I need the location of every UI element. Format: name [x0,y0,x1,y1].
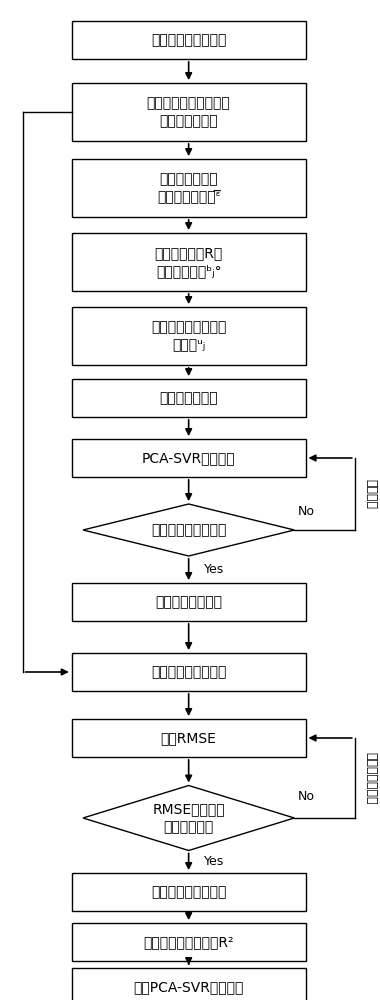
Polygon shape [83,786,294,850]
Bar [72,379,306,417]
Text: 对比预测值与真实值: 对比预测值与真实值 [151,665,226,679]
Bar [72,21,306,59]
Text: 增加主成分个数: 增加主成分个数 [364,752,377,804]
Text: 计算此时的决定系数R²: 计算此时的决定系数R² [143,935,234,949]
Text: RMSE明显下降
且趋于平缓？: RMSE明显下降 且趋于平缓？ [152,802,225,834]
Bar [72,653,306,691]
Text: 光谱数据标准化
计算标准化矩阵ᵋ̅: 光谱数据标准化 计算标准化矩阵ᵋ̅ [157,172,220,204]
Bar [72,307,306,365]
Text: 定量预测元素含量: 定量预测元素含量 [155,595,222,609]
Bar [72,233,306,291]
Text: 评价PCA-SVR预测效果: 评价PCA-SVR预测效果 [133,980,244,994]
Bar [72,968,306,1000]
Bar [72,719,306,757]
Text: 得到最佳主成分个数: 得到最佳主成分个数 [151,885,226,899]
Text: 构造分类超平面: 构造分类超平面 [159,391,218,405]
Text: 确定样品集及元素集: 确定样品集及元素集 [151,33,226,47]
Text: Yes: Yes [204,563,224,576]
Text: No: No [298,505,315,518]
Text: 是否达到精度要求？: 是否达到精度要求？ [151,523,226,537]
Polygon shape [83,504,294,556]
Text: 参数寻优: 参数寻优 [364,479,377,509]
Bar [72,439,306,477]
Text: Yes: Yes [204,855,224,868]
Text: No: No [298,790,315,803]
Bar [72,873,306,911]
Text: 计算相关系数R和
单位特征向量ᵇⱼ°: 计算相关系数R和 单位特征向量ᵇⱼ° [155,246,223,278]
Text: PCA-SVR模型训练: PCA-SVR模型训练 [142,451,236,465]
Text: 单位特征向量转化为
主成分ᵘⱼ: 单位特征向量转化为 主成分ᵘⱼ [151,320,226,352]
Bar [72,583,306,621]
Bar [72,923,306,961]
Text: 计算RMSE: 计算RMSE [161,731,217,745]
Bar [72,83,306,141]
Bar [72,159,306,217]
Text: 获得光谱数据（峰值信
息、元素含量）: 获得光谱数据（峰值信 息、元素含量） [147,96,231,128]
